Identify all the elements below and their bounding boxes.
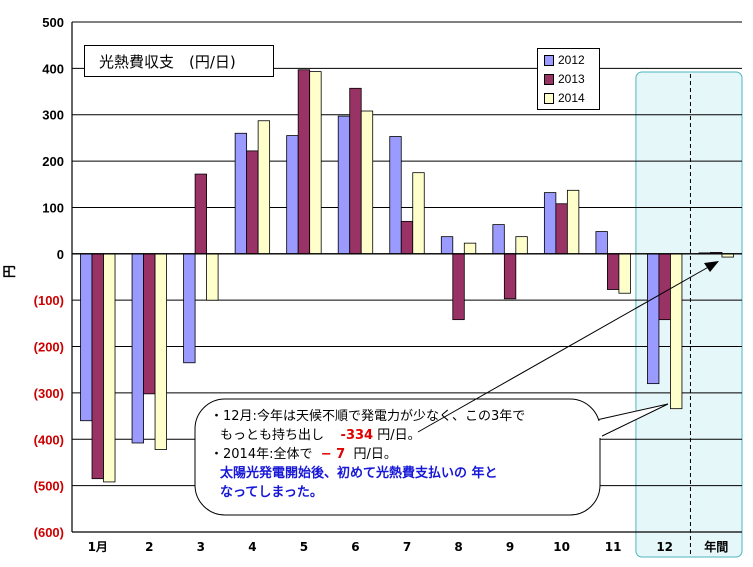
y-tick-label: (400) xyxy=(34,432,64,447)
bar-2013-1 xyxy=(143,253,156,395)
note-line-3: ・2014年:全体で − 7 円/日。 xyxy=(210,445,600,464)
y-tick-label: 100 xyxy=(42,200,64,215)
bar-2013-9 xyxy=(555,203,568,255)
note-line1-text: 今年は天候不順で発電力が少なく、この3年で xyxy=(256,409,526,424)
bar-2012-0 xyxy=(80,253,93,422)
bar-2014-7 xyxy=(463,242,477,255)
x-tick-label: 2 xyxy=(145,540,153,554)
note-line-1: ・12月:今年は天候不順で発電力が少なく、この3年で xyxy=(210,407,600,426)
y-axis-label: 円 xyxy=(3,264,19,279)
note-line3-unit: 円/日。 xyxy=(353,447,397,462)
highlight-region xyxy=(635,71,743,558)
x-tick-label: 1月 xyxy=(88,540,108,554)
y-tick-label: (600) xyxy=(34,525,64,540)
bars xyxy=(80,69,734,483)
x-tick-label: 4 xyxy=(248,540,256,554)
axes xyxy=(71,22,742,533)
y-tick-label: (500) xyxy=(34,479,64,494)
y-tick-labels: 500 400 300 200 100 0 (100) (200) (300) (400) (500… xyxy=(34,15,64,540)
bar-2012-9 xyxy=(543,192,557,255)
bar-2013-10 xyxy=(607,253,620,290)
note-line2-text: もっとも持ち出し xyxy=(220,428,325,443)
x-tick-label: 3 xyxy=(197,540,205,554)
legend-swatch-2012 xyxy=(544,55,554,67)
bar-2013-8 xyxy=(503,253,517,300)
y-tick-label: 0 xyxy=(57,247,64,262)
x-tick-label: 9 xyxy=(506,540,514,554)
note-line-4: 太陽光発電開始後、初めて光熱費支払いの 年と xyxy=(220,466,498,481)
bar-2012-2 xyxy=(183,253,196,364)
highlight-box xyxy=(635,71,743,558)
legend-item-2012: 2012 xyxy=(544,53,585,67)
bar-2013-5 xyxy=(349,87,362,255)
note-line1-prefix: ・12月: xyxy=(210,409,257,424)
bar-2014-5 xyxy=(360,110,374,255)
bar-2012-10 xyxy=(595,231,608,255)
x-tick-label: 6 xyxy=(351,540,359,554)
bar-2013-7 xyxy=(452,253,465,321)
note-line2-unit: 円/日。 xyxy=(377,428,421,443)
y-tick-label: (300) xyxy=(34,386,64,401)
bar-2014-1 xyxy=(154,253,167,450)
bar-2012-4 xyxy=(286,135,299,255)
bar-2014-0 xyxy=(103,253,116,483)
bar-2012-11 xyxy=(647,253,660,385)
bar-2013-3 xyxy=(246,150,259,255)
bar-2014-6 xyxy=(412,172,425,255)
y-tick-label: 400 xyxy=(42,61,64,76)
x-tick-label: 12 xyxy=(656,540,673,554)
y-tick-label: (100) xyxy=(34,293,64,308)
note-line-2: もっとも持ち出し -334 円/日。 xyxy=(210,426,600,445)
legend: 2012 2013 2014 xyxy=(537,48,600,110)
legend-swatch-2013 xyxy=(544,74,554,86)
callout-arrow-line xyxy=(417,264,713,433)
bar-2012-1 xyxy=(131,253,144,444)
y-tick-label: (200) xyxy=(34,340,64,355)
bar-2012-6 xyxy=(389,136,402,255)
bar-2012-7 xyxy=(440,236,454,255)
bar-2012-8 xyxy=(492,224,505,255)
note-line2-value: -334 xyxy=(340,428,374,443)
note-line3-value: − 7 xyxy=(320,447,346,462)
bar-2014-3 xyxy=(257,120,271,255)
legend-swatch-2014 xyxy=(544,93,554,105)
x-tick-label: 年間 xyxy=(704,539,728,554)
bar-2014-2 xyxy=(206,253,219,301)
x-tick-label: 7 xyxy=(403,540,411,554)
bar-2014-11 xyxy=(670,253,683,410)
legend-label-2012: 2012 xyxy=(558,53,585,67)
x-tick-labels: 1月 2 3 4 5 6 7 8 9 10 11 12 年間 xyxy=(88,539,729,554)
y-tick-label: 500 xyxy=(42,15,64,30)
x-tick-label: 11 xyxy=(605,540,622,554)
y-tick-label: 200 xyxy=(42,154,64,169)
bar-2012-5 xyxy=(337,115,351,255)
note-line3-prefix: ・2014年:全体で xyxy=(210,447,313,462)
chart-title: 光熱費収支 (円/日) xyxy=(84,45,274,77)
callout-joint xyxy=(592,421,602,438)
bar-2013-2 xyxy=(194,173,207,255)
callout-arrow-head xyxy=(704,261,719,272)
x-tick-label: 5 xyxy=(300,540,308,554)
callout-body xyxy=(194,398,601,516)
x-tick-label: 8 xyxy=(454,540,462,554)
bar-2013-0 xyxy=(91,253,104,480)
x-tick-label: 10 xyxy=(553,540,570,554)
bar-2014-9 xyxy=(566,189,580,255)
bar-2013-4 xyxy=(297,69,311,255)
y-tick-label: 300 xyxy=(42,108,64,123)
bar-2013-6 xyxy=(400,220,414,255)
callout-bubble xyxy=(194,261,719,516)
bar-2013-11 xyxy=(658,253,671,321)
note-line-5: なってしまった。 xyxy=(220,485,323,500)
annotation-note: ・12月:今年は天候不順で発電力が少なく、この3年で もっとも持ち出し -334… xyxy=(210,407,600,502)
bar-2014-8 xyxy=(515,236,528,255)
bar-2014-10 xyxy=(618,253,631,294)
legend-label-2014: 2014 xyxy=(558,91,585,105)
bar-2014-4 xyxy=(309,71,322,255)
legend-label-2013: 2013 xyxy=(558,72,585,86)
bar-2012-3 xyxy=(234,132,248,255)
legend-item-2014: 2014 xyxy=(544,91,585,105)
legend-item-2013: 2013 xyxy=(544,72,585,86)
